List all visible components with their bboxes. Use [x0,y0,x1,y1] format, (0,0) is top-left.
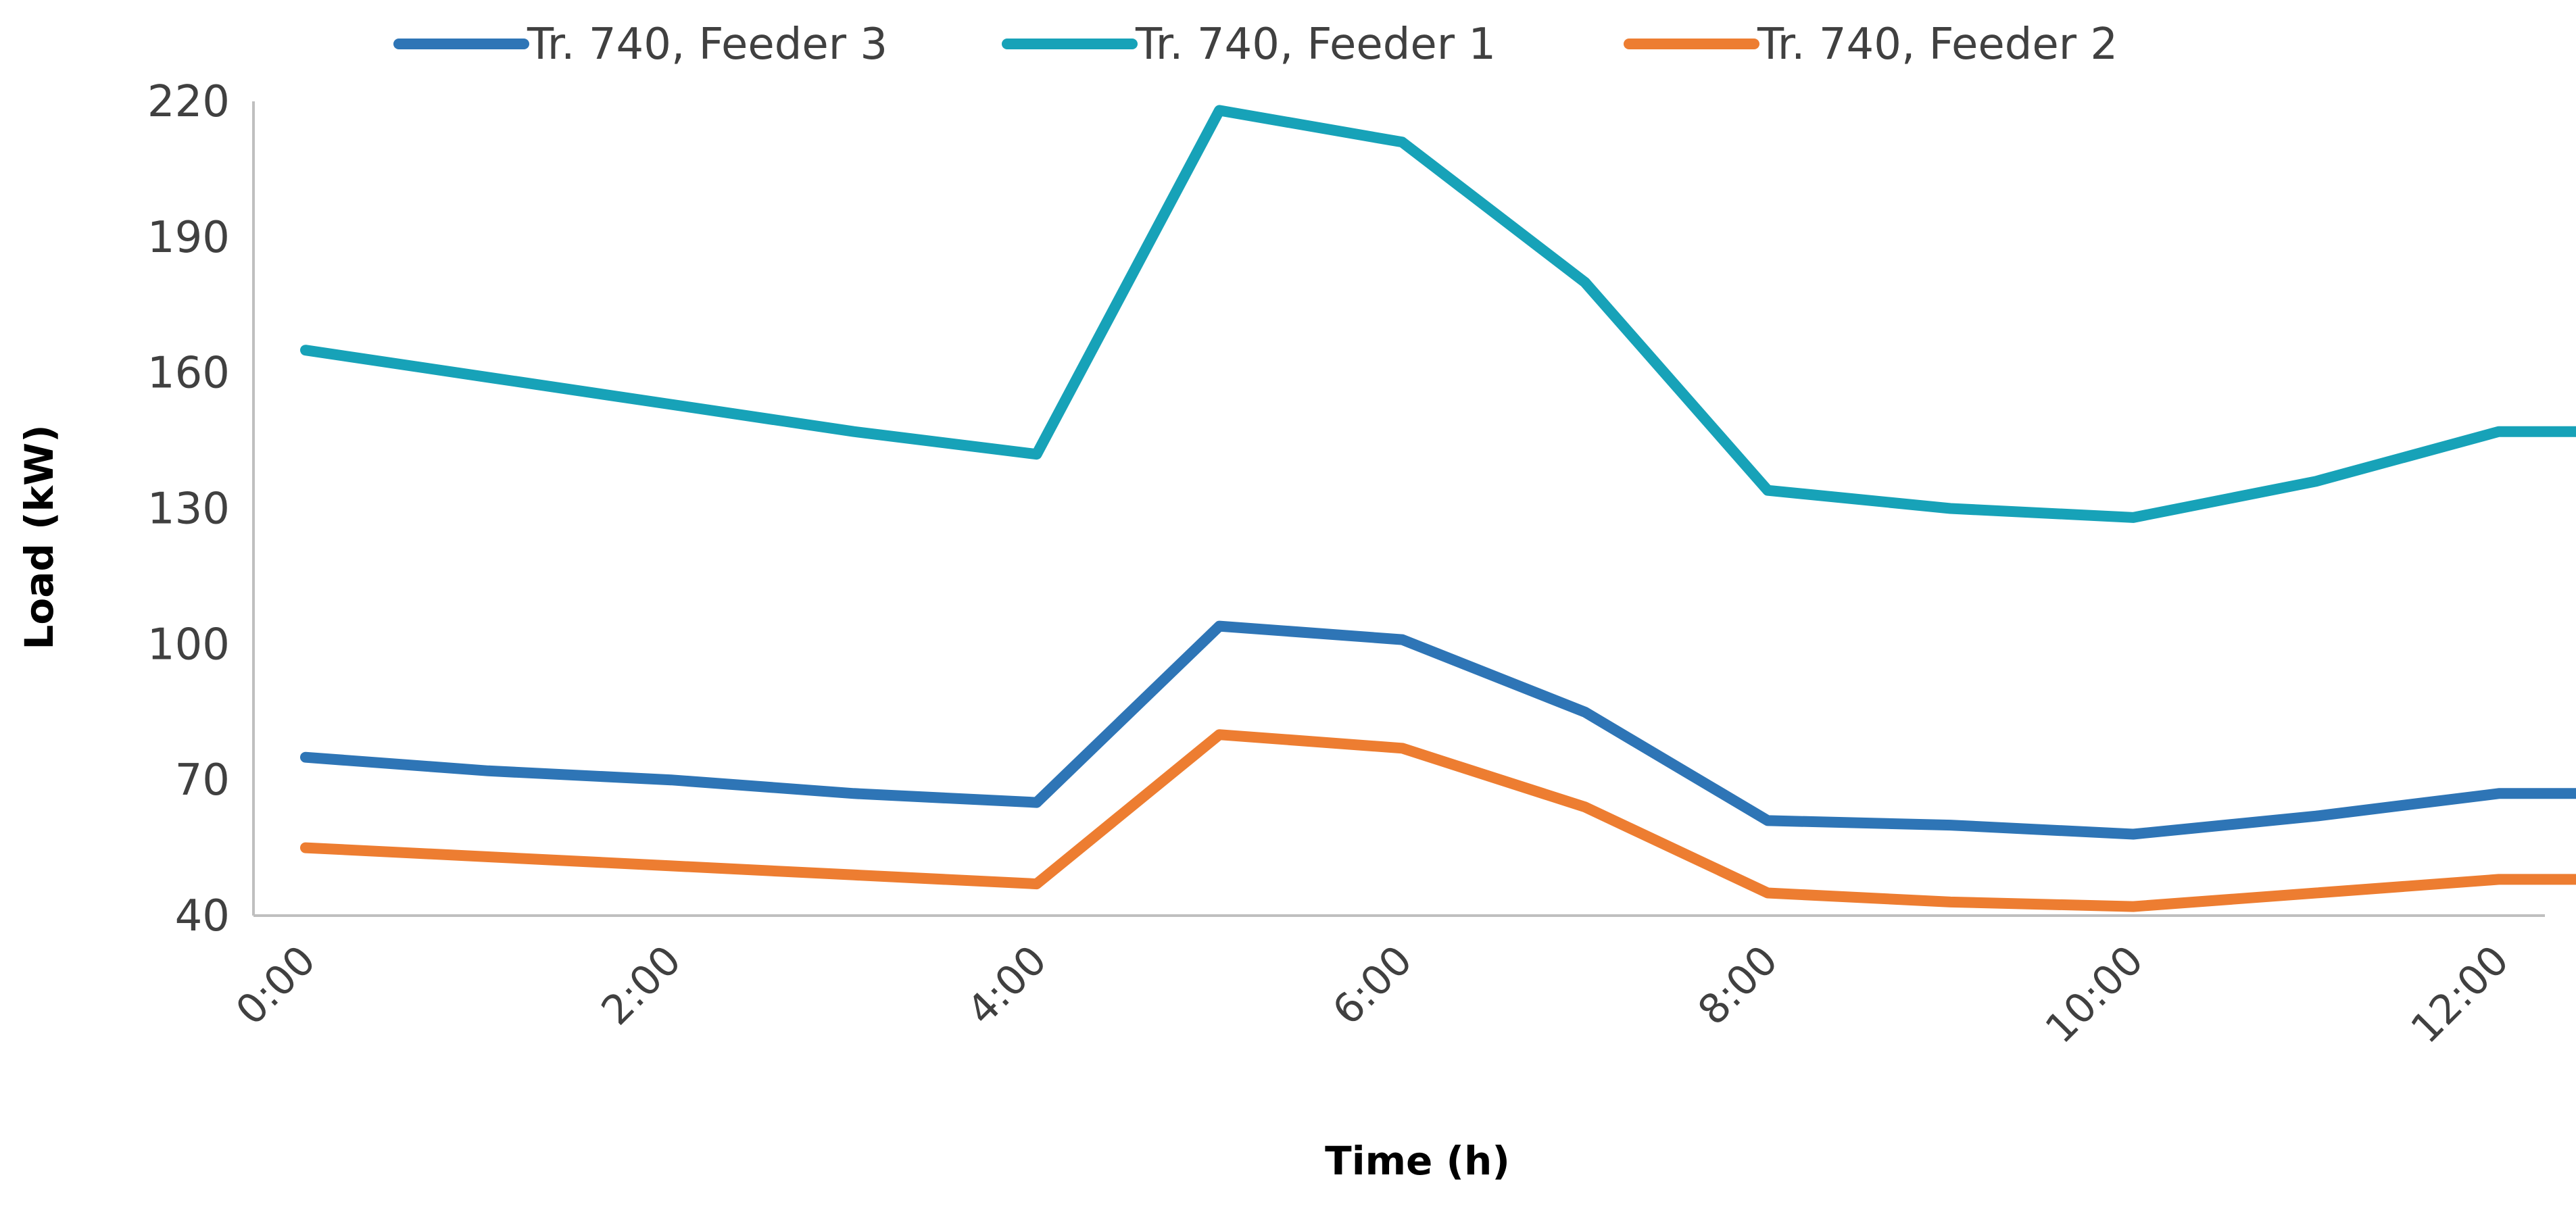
y-tick-label: 220 [147,77,230,127]
series-layer [300,105,2576,912]
legend-label: Tr. 740, Feeder 3 [527,20,888,70]
series-line [300,729,2576,912]
x-axis-title: Time (h) [1325,1138,1510,1184]
y-axis-title: Load (kW) [16,424,62,649]
legend-label: Tr. 740, Feeder 1 [1135,20,1496,70]
y-tick-label: 190 [147,213,230,263]
series-line [300,620,2576,840]
legend-label: Tr. 740, Feeder 2 [1757,20,2118,70]
legend: Tr. 740, Feeder 3 Tr. 740, Feeder 1 Tr. 74… [393,20,2118,70]
y-tick-label: 160 [147,349,230,399]
y-tick-label: 130 [147,484,230,534]
y-tick-label: 40 [175,891,230,941]
y-tick-labels: 40 70 100 130 160 190 220 [147,77,230,941]
y-tick-label: 100 [147,620,230,670]
y-tick-label: 70 [175,755,230,805]
series-line [300,105,2576,523]
